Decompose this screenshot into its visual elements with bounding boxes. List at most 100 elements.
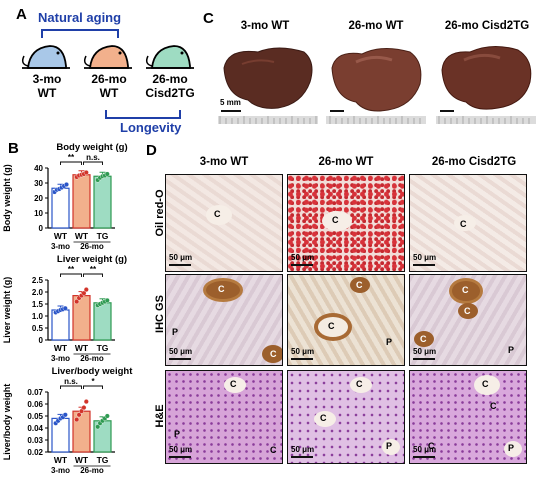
group-26mo-1: 26-mo [80, 354, 104, 363]
panel-d-col-3: 26-mo Cisd2TG [431, 156, 517, 168]
sig-label-1-1: ** [68, 265, 75, 274]
panel-c-col-3: 26-mo Cisd2TG [444, 20, 530, 32]
x-label-0-1: WT [75, 231, 89, 241]
micro-gs-26mo-tg: C C C P 50 μm [409, 274, 527, 366]
y-tick-label-1-0: 0 [39, 336, 44, 345]
sig-label-2-1: ** [90, 265, 97, 274]
natural-aging-label: Natural aging [38, 10, 122, 25]
point-2-0-4 [62, 412, 68, 418]
point-1-1-4 [83, 287, 89, 293]
panel-b-charts: Body weight (g) Body weight (g) 0 10 20 30 40 W… [2, 142, 134, 475]
point-2-1-2 [78, 408, 84, 414]
x-label-2-2: TG [97, 455, 109, 465]
liver-photo-26mo-cisd2tg [436, 38, 536, 124]
group-26mo-0: 26-mo [80, 242, 104, 251]
panel-c-letter: C [203, 10, 214, 27]
sig-bracket-2-1 [83, 273, 103, 277]
point-0-0-5 [63, 182, 69, 188]
y-tick-label-0-2: 20 [34, 194, 43, 203]
point-0-1-4 [83, 170, 89, 176]
sig-bracket-2-0 [83, 161, 103, 165]
y-tick-label-1-3: 1.5 [32, 300, 44, 309]
group-3mo-2: 3-mo [51, 466, 70, 475]
chart-title-2: Liver/body weight [52, 366, 134, 377]
y-tick-label-2-2: 0.04 [27, 424, 43, 433]
group-3mo-0: 3-mo [51, 242, 70, 251]
group-26mo-2: 26-mo [80, 466, 104, 475]
panel-d-col-2: 26-mo WT [318, 156, 374, 168]
chart-ylabel-2: Liver/body weight [2, 384, 12, 461]
point-2-1-3 [81, 405, 87, 411]
chart-title-1: Liver weight (g) [57, 254, 127, 265]
y-tick-label-0-4: 40 [34, 164, 43, 173]
sig-bracket-1-0 [60, 161, 82, 165]
bar-1-2 [93, 302, 112, 341]
chart-ylabel-0: Body weight (g) [2, 164, 12, 232]
mouse-2-line1: 26-mo [91, 72, 127, 86]
panel-c-col-1: 3-mo WT [240, 20, 290, 32]
liver-photo-3mo-wt [218, 38, 318, 124]
sig-bracket-1-2 [60, 385, 82, 389]
micro-gs-3mo: C C P 50 μm [165, 274, 283, 366]
y-tick-label-0-3: 30 [34, 179, 43, 188]
mouse-icon-3mo [21, 45, 70, 69]
y-tick-label-1-5: 2.5 [32, 276, 44, 285]
group-3mo-1: 3-mo [51, 354, 70, 363]
micro-oil-26mo-tg: C 50 μm [409, 174, 527, 272]
point-1-1-3 [81, 290, 87, 296]
panel-a-letter: A [16, 6, 27, 23]
panel-d-letter: D [146, 142, 157, 159]
bar-0-2 [93, 175, 112, 229]
panel-b-letter: B [8, 140, 19, 157]
y-tick-label-0-1: 10 [34, 209, 43, 218]
point-2-1-1 [76, 412, 82, 418]
sig-label-1-0: ** [68, 153, 75, 162]
vein-label-p: P [172, 327, 179, 337]
x-label-2-0: WT [54, 455, 68, 465]
panel-c-col-2: 26-mo WT [348, 20, 404, 32]
y-tick-label-1-4: 2.0 [32, 288, 44, 297]
point-2-2-0 [95, 424, 101, 430]
longevity-label: Longevity [120, 120, 182, 135]
bar-0-1 [72, 174, 91, 229]
liver-photo-26mo-wt [326, 38, 426, 124]
sig-label-2-2: * [91, 377, 95, 386]
micro-he-26mo-tg: C C C P 50 μm [409, 370, 527, 464]
micro-gs-26mo-wt: C C P 50 μm [287, 274, 405, 366]
mouse-2-line2: WT [99, 86, 119, 100]
point-0-2-4 [104, 171, 110, 177]
scale-label-5mm: 5 mm [220, 98, 241, 107]
y-tick-label-1-2: 1.0 [32, 312, 44, 321]
y-tick-label-2-3: 0.05 [27, 412, 43, 421]
sig-bracket-2-2 [83, 385, 103, 389]
chart-title-0: Body weight (g) [56, 142, 127, 153]
bar-2-1 [72, 410, 91, 453]
mouse-3-line2: Cisd2TG [145, 86, 195, 100]
point-2-1-0 [74, 417, 80, 423]
x-label-0-0: WT [54, 231, 68, 241]
mouse-1-line1: 3-mo [32, 72, 62, 86]
micro-oil-3mo: C 50 μm [165, 174, 283, 272]
x-label-2-1: WT [75, 455, 89, 465]
y-tick-label-0-0: 0 [39, 224, 44, 233]
mouse-icon-26mo-tg [145, 45, 194, 69]
point-1-2-4 [104, 297, 110, 303]
sig-label-1-2: n.s. [64, 377, 78, 386]
panel-a-diagram [21, 29, 194, 119]
point-2-2-4 [104, 413, 110, 419]
x-label-0-2: TG [97, 231, 109, 241]
x-label-1-1: WT [75, 343, 89, 353]
x-label-1-0: WT [54, 343, 68, 353]
micro-he-26mo-wt: C C P 50 μm [287, 370, 405, 464]
point-2-1-4 [83, 399, 89, 405]
chart-ylabel-1: Liver weight (g) [2, 277, 12, 344]
mouse-icon-26mo-wt [83, 45, 132, 69]
y-tick-label-2-1: 0.03 [27, 436, 43, 445]
x-label-1-2: TG [97, 343, 109, 353]
y-tick-label-2-5: 0.07 [27, 388, 43, 397]
y-tick-label-2-0: 0.02 [27, 448, 43, 457]
sig-label-2-0: n.s. [86, 153, 100, 162]
y-tick-label-1-1: 0.5 [32, 324, 44, 333]
point-1-0-4 [62, 305, 68, 311]
mouse-1-line2: WT [37, 86, 57, 100]
